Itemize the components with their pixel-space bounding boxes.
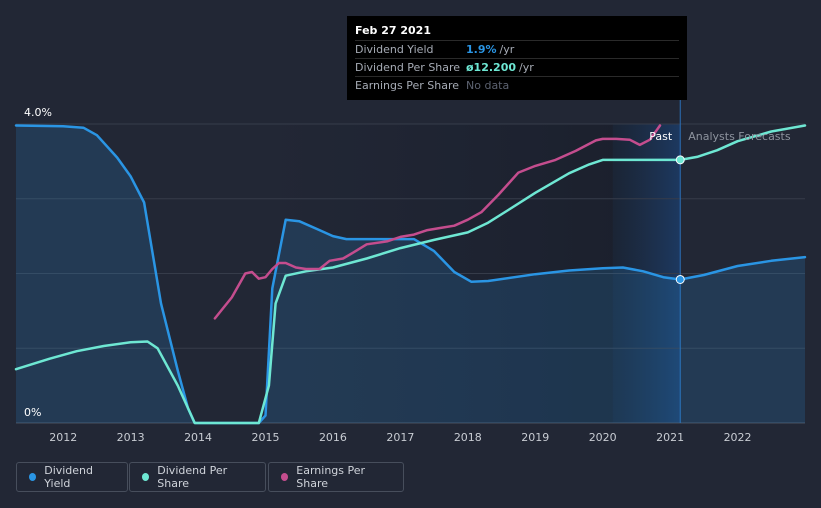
tooltip-row-nodata: No data [466,79,510,92]
x-tick-label: 2015 [252,431,280,444]
y-axis-label-bottom: 0% [24,406,41,419]
earnings-per-share-line [213,124,662,320]
x-tick-label: 2020 [589,431,617,444]
tooltip: Feb 27 2021 Dividend Yield 1.9% /yr Divi… [347,16,687,100]
x-tick-label: 2019 [521,431,549,444]
x-tick-label: 2014 [184,431,212,444]
legend-dot-icon [142,473,150,481]
dividend-yield-line [14,124,807,425]
legend-earnings-per-share[interactable]: Earnings Per Share [268,462,404,492]
legend-dot-icon [281,473,289,481]
dividend-yield-marker [675,274,685,284]
y-axis-label-top: 4.0% [24,106,52,119]
legend-label: Earnings Per Share [296,464,366,490]
legend-dividend-yield[interactable]: Dividend Yield [16,462,128,492]
tooltip-row-value: 1.9% [466,43,497,56]
x-tick-label: 2017 [386,431,414,444]
tooltip-date: Feb 27 2021 [355,24,431,37]
tooltip-row-label: Dividend Yield [355,43,434,56]
tooltip-row-earnings-per-share: Earnings Per Share No data [355,76,679,94]
legend-label: Dividend Per Share [157,464,228,490]
tooltip-row-value: ø12.200 [466,61,517,74]
dividend-per-share-line [14,124,807,425]
tooltip-row-unit: /yr [519,61,534,74]
legend-dot-icon [29,473,37,481]
tooltip-row-label: Earnings Per Share [355,79,460,92]
tooltip-row-label: Dividend Per Share [355,61,461,74]
x-tick-label: 2022 [724,431,752,444]
x-tick-label: 2018 [454,431,482,444]
legend-dividend-per-share[interactable]: Dividend Per Share [129,462,266,492]
x-tick-label: 2012 [49,431,77,444]
legend-label: Dividend Yield [44,464,94,490]
dividend-per-share-marker [675,155,685,165]
tooltip-row-dividend-per-share: Dividend Per Share ø12.200 /yr [355,58,679,76]
x-tick-label: 2021 [656,431,684,444]
x-tick-label: 2016 [319,431,347,444]
tooltip-row-dividend-yield: Dividend Yield 1.9% /yr [355,40,679,58]
forecast-label: Analysts Forecasts [688,130,791,143]
dividend-yield-area [16,125,805,423]
tooltip-row-unit: /yr [499,43,515,56]
past-label: Past [649,130,673,143]
x-tick-label: 2013 [117,431,145,444]
